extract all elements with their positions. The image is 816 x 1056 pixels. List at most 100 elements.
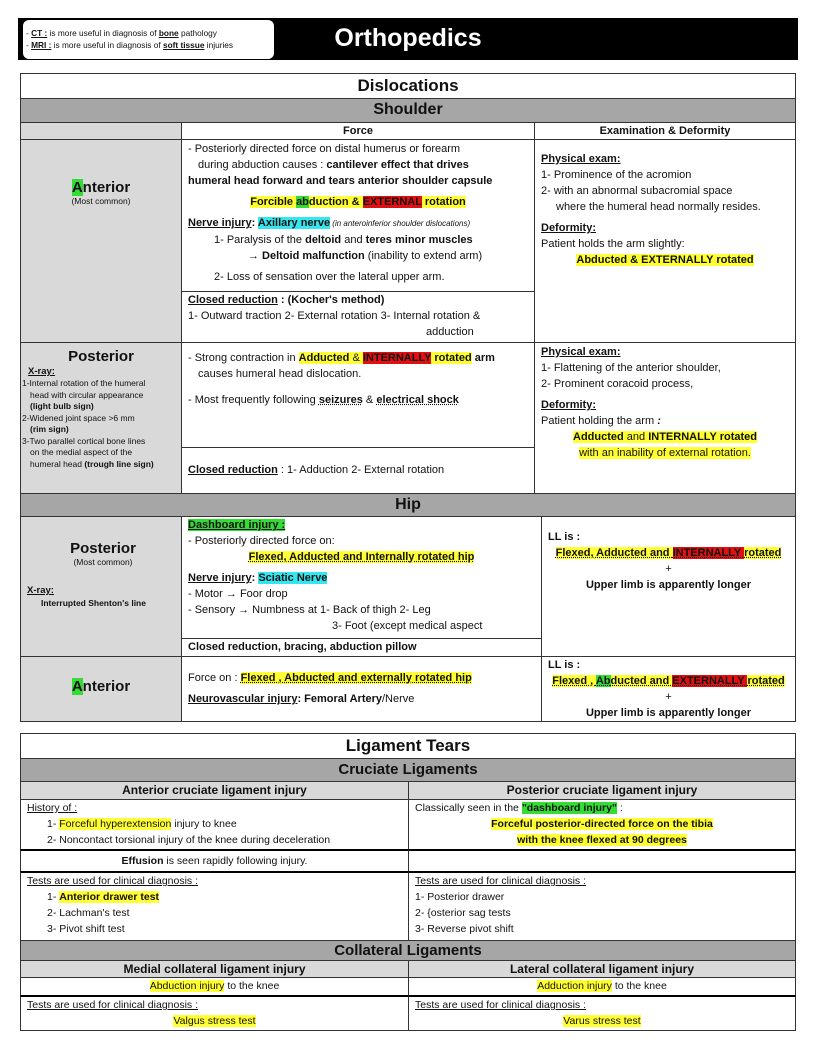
- text-run: 2- Lachman's test: [47, 907, 130, 919]
- hip-posterior-reduction: Closed reduction, bracing, abduction pil…: [181, 638, 542, 657]
- xray-line: head with circular appearance: [22, 390, 180, 402]
- line: +: [548, 561, 789, 577]
- text-run: Neurovascular injury: [188, 693, 298, 705]
- text-run: Tests are used for clinical diagnosis :: [27, 999, 198, 1011]
- hip-posterior-label-cell: Posterior (Most common) X-ray: Interrupt…: [20, 516, 182, 657]
- text-run: on the medial aspect of the: [30, 447, 133, 457]
- line: Upper limb is apparently longer: [548, 705, 789, 721]
- note-mri: - MRI : is more useful in diagnosis of s…: [26, 39, 271, 51]
- text-run: - Motor → Foor drop: [188, 588, 288, 600]
- text-run: Physical exam:: [541, 346, 621, 358]
- text-run: Varus stress test: [563, 1015, 641, 1027]
- acl-effusion: Effusion is seen rapidly following injur…: [20, 849, 409, 872]
- text-run: 2- Loss of sensation over the lateral up…: [214, 271, 445, 283]
- line: Adducted and INTERNALLY rotated: [541, 429, 789, 445]
- text-run: with an inability of external rotation.: [579, 447, 751, 459]
- text-run: teres minor muscles: [365, 234, 473, 246]
- text-run: - Most frequently following: [188, 394, 319, 406]
- line: Nerve injury: Axillary nerve (in anteroi…: [188, 215, 528, 232]
- text-run: electrical shock: [376, 394, 459, 406]
- text-run: 3- Pivot shift test: [47, 923, 125, 935]
- hip-anterior-force: Force on : Flexed , Abducted and externa…: [181, 656, 542, 722]
- shoulder-anterior-reduction: Closed reduction : (Kocher's method) 1- …: [181, 291, 535, 343]
- text-run: nterior: [82, 179, 131, 196]
- text-run: EXTERNAL: [362, 196, 422, 208]
- shoulder-corner-cell: [20, 122, 182, 140]
- text-run: deltoid: [305, 234, 342, 246]
- text-run: Adduction injury: [537, 980, 612, 992]
- text-run: Patient holding the arm: [541, 415, 658, 427]
- text-run: :: [251, 217, 258, 229]
- text-run: to the knee: [224, 980, 280, 992]
- line: History of :: [27, 800, 402, 816]
- text-run: -: [26, 40, 32, 50]
- text-run: is more useful in diagnosis of: [47, 28, 159, 38]
- shoulder-posterior-label-cell: Posterior X-ray: 1-Internal rotation of …: [20, 342, 182, 494]
- line: LL is :: [548, 529, 789, 545]
- text-run: &: [349, 352, 363, 364]
- text-run: head with circular appearance: [30, 389, 144, 400]
- lcl-header: Lateral collateral ligament injury: [408, 960, 796, 978]
- mcl-tests: Tests are used for clinical diagnosis : …: [20, 995, 409, 1031]
- line: Adduction injury to the knee: [415, 978, 789, 994]
- text-run: 1- Paralysis of the: [214, 234, 306, 246]
- text-run: and: [341, 234, 366, 246]
- text-run: LL is :: [548, 531, 581, 543]
- text-run: Deformity:: [541, 399, 597, 411]
- pcl-history: Classically seen in the "dashboard injur…: [408, 799, 796, 850]
- xray-line: 3-Two parallel cortical bone lines: [22, 436, 180, 448]
- line: Deformity:: [541, 397, 789, 413]
- text-run: 1-: [47, 891, 60, 903]
- line: Neurovascular injury: Femoral Artery/Ner…: [188, 691, 535, 707]
- text-run: Flexed, Adducted and Internally rotated …: [248, 551, 475, 563]
- mcl-header: Medial collateral ligament injury: [20, 960, 409, 978]
- text-run: :: [616, 802, 623, 814]
- text-run: : (Kocher's method): [277, 294, 385, 306]
- shoulder-posterior-reduction: Closed reduction : 1- Adduction 2- Exter…: [181, 447, 535, 494]
- line: 1- Outward traction 2- External rotation…: [188, 308, 528, 324]
- page-title: Orthopedics: [334, 24, 482, 52]
- text-run: : 1- Adduction 2- External rotation: [277, 464, 445, 476]
- collateral-section-title: Collateral Ligaments: [20, 940, 796, 961]
- text-run: injury to knee: [171, 818, 237, 830]
- hip-posterior-xray-title: X-ray:: [27, 585, 54, 596]
- text-run: Nerve injury: [188, 217, 252, 229]
- line: 2- Noncontact torsional injury of the kn…: [27, 832, 402, 848]
- text-run: seizures: [318, 394, 363, 406]
- text-run: 2- Noncontact torsional injury of the kn…: [47, 834, 331, 846]
- text-run: Effusion: [121, 855, 164, 867]
- line: Dashboard injury :: [188, 517, 535, 533]
- text-run: History of :: [27, 802, 78, 814]
- imaging-note-box: - CT : is more useful in diagnosis of bo…: [22, 19, 275, 60]
- text-run: +: [665, 691, 672, 703]
- text-run: INTERNALLY: [672, 547, 745, 559]
- line: Flexed, Adducted and INTERNALLY rotated: [548, 545, 789, 561]
- text-run: is more useful in diagnosis of: [51, 40, 163, 50]
- line: - Posteriorly directed force on distal h…: [188, 141, 528, 157]
- hip-posterior-label: Posterior: [27, 541, 179, 557]
- exam-column-header: Examination & Deformity: [534, 122, 796, 140]
- xray-line: (rim sign): [22, 424, 180, 436]
- hip-section-title: Hip: [20, 493, 796, 517]
- xray-line: 2-Widened joint space >6 mm: [22, 413, 180, 425]
- text-run: (light bulb sign): [30, 401, 94, 411]
- hip-posterior-exam: LL is : Flexed, Adducted and INTERNALLY …: [541, 516, 796, 657]
- text-run: Upper limb is apparently longer: [585, 707, 752, 719]
- line: Patient holding the arm :: [541, 413, 789, 429]
- text-run: (in anteroinferior shoulder dislocations…: [330, 219, 471, 228]
- text-run: Ab: [595, 675, 611, 687]
- text-run: Physical exam:: [541, 153, 621, 165]
- line: 1- Prominence of the acromion: [541, 167, 789, 183]
- line: 2- Lachman's test: [27, 905, 402, 921]
- text-run: Anterior drawer test: [59, 891, 160, 903]
- force-column-header: Force: [181, 122, 535, 140]
- line: Tests are used for clinical diagnosis :: [27, 873, 402, 889]
- line: Varus stress test: [415, 1013, 789, 1029]
- line: Force on : Flexed , Abducted and externa…: [188, 670, 535, 686]
- line: - Motor → Foor drop: [188, 586, 535, 602]
- text-run: injuries: [204, 40, 234, 50]
- xray-line: (light bulb sign): [22, 401, 180, 413]
- text-run: where the humeral head normally resides.: [556, 201, 761, 213]
- line: Tests are used for clinical diagnosis :: [27, 997, 402, 1013]
- text-run: EXTERNALLY: [672, 675, 748, 687]
